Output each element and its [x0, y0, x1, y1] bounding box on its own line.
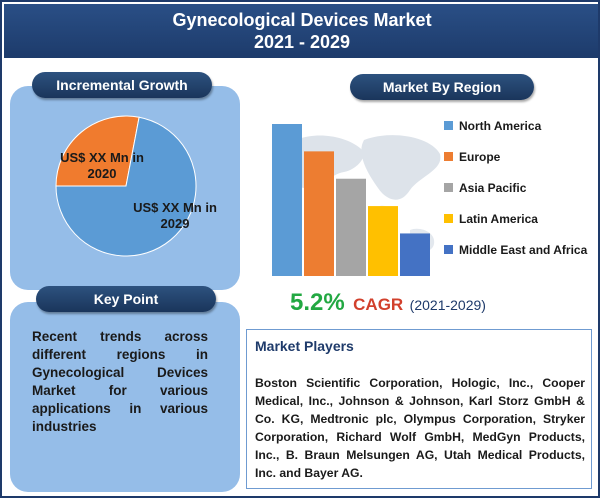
legend-label: Asia Pacific — [459, 181, 527, 195]
bar-middle-east-and-africa — [400, 233, 430, 276]
cagr-line: 5.2% CAGR (2021-2029) — [290, 289, 590, 317]
legend-label: Europe — [459, 150, 501, 164]
pie-label-2020: US$ XX Mn in 2020 — [60, 150, 144, 181]
region-bar-chart — [272, 124, 441, 276]
pie-slice-2029 — [55, 116, 197, 257]
legend-label: Middle East and Africa — [459, 243, 588, 257]
legend-label: North America — [459, 119, 542, 133]
market-players-heading: Market Players — [255, 338, 354, 354]
market-players-box: Market Players Boston Scientific Corpora… — [246, 329, 592, 489]
bar-latin-america — [368, 206, 398, 276]
page-subtitle: 2021 - 2029 — [253, 32, 351, 52]
legend-swatch — [444, 152, 453, 162]
pie-label-2029: US$ XX Mn in 2029 — [133, 200, 217, 231]
bar-north-america — [272, 124, 302, 276]
page-title: Gynecological Devices Market — [172, 10, 432, 30]
market-players-text: Boston Scientific Corporation, Hologic, … — [255, 376, 585, 480]
cagr-word: CAGR — [353, 295, 404, 314]
cagr-years: (2021-2029) — [409, 297, 486, 313]
legend-item-north-america: North America — [444, 118, 587, 149]
key-point-panel — [10, 302, 240, 492]
pie-slice-2020 — [55, 115, 140, 187]
incremental-growth-heading: Incremental Growth — [32, 72, 212, 98]
legend-swatch — [444, 183, 453, 193]
legend-label: Latin America — [459, 212, 538, 226]
legend-item-latin-america: Latin America — [444, 211, 587, 242]
cagr-value: 5.2% — [290, 289, 345, 316]
bar-asia-pacific — [336, 178, 366, 276]
market-by-region-heading: Market By Region — [350, 74, 534, 100]
incremental-growth-pie — [55, 115, 197, 257]
legend-swatch — [444, 245, 453, 255]
key-point-text: Recent trends across different regions i… — [32, 329, 208, 434]
bar-europe — [304, 151, 334, 276]
legend-item-europe: Europe — [444, 149, 587, 180]
legend-swatch — [444, 121, 453, 131]
title-bar: Gynecological Devices Market 2021 - 2029 — [4, 4, 598, 58]
region-legend: North America Europe Asia Pacific Latin Ame… — [444, 118, 587, 273]
legend-swatch — [444, 214, 453, 224]
legend-item-asia-pacific: Asia Pacific — [444, 180, 587, 211]
key-point-heading: Key Point — [36, 286, 216, 312]
legend-item-middle-east-and-africa: Middle East and Africa — [444, 242, 587, 273]
